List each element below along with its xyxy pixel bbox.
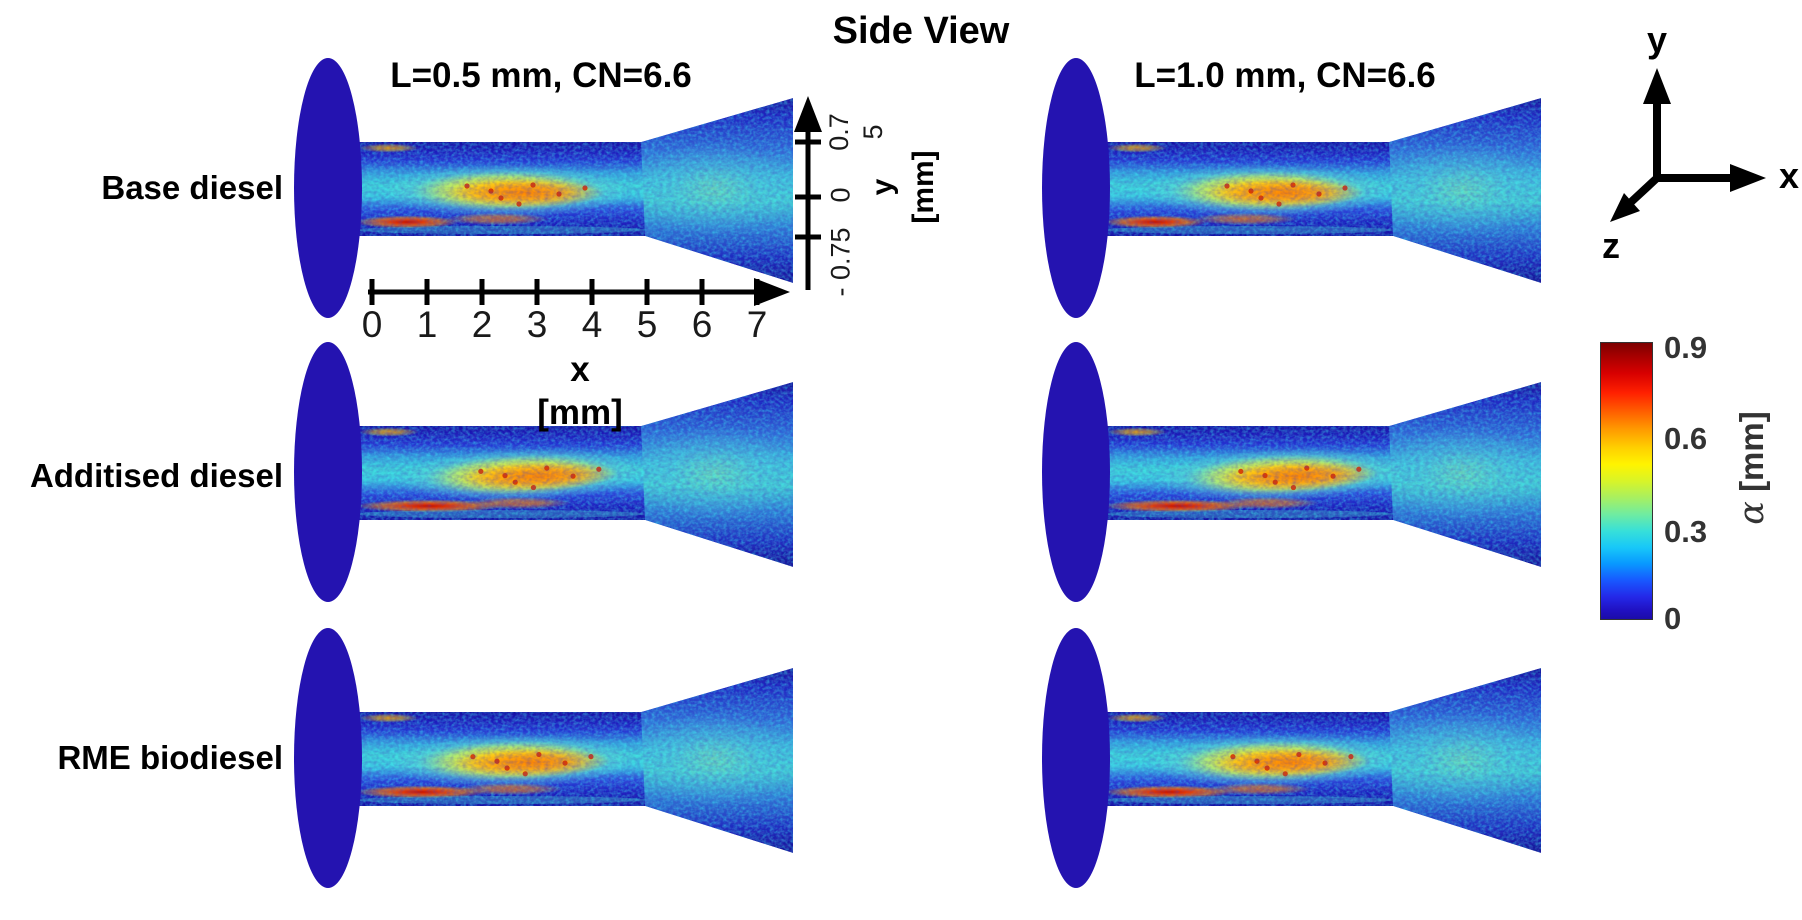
x-axis-unit: [mm] [537, 393, 623, 432]
colorbar-tick-03: 0.3 [1664, 514, 1708, 549]
triad-z-label: z [1602, 225, 1620, 266]
y-axis-tick-0: 0 [825, 187, 856, 203]
sac-ellipse [294, 628, 362, 888]
colorbar-unit: [mm] [1733, 411, 1770, 492]
colorbar [1600, 342, 1653, 620]
x-axis-ruler [368, 278, 790, 306]
y-axis-label: y [mm] [862, 150, 944, 223]
row-label-rme-biodiesel: RME biodiesel [57, 739, 283, 776]
colorbar-tick-06: 0.6 [1664, 421, 1708, 456]
sac-ellipse [1042, 628, 1110, 888]
colorbar-label: α [mm] [1732, 411, 1772, 524]
alpha-symbol: α [1732, 501, 1772, 525]
x-axis-label: x [mm] [480, 348, 680, 434]
x-axis-symbol: x [570, 350, 590, 389]
row-label-base-diesel: Base diesel [101, 169, 283, 206]
y-axis-tick-neg075: - 0.75 [825, 227, 856, 297]
y-axis-ruler [794, 96, 822, 290]
panel-base-diesel-L10 [1042, 58, 1541, 318]
colorbar-tick-09: 0.9 [1664, 330, 1708, 365]
row-label-additised-diesel: Additised diesel [29, 457, 283, 494]
column-label-right: L=1.0 mm, CN=6.6 [1134, 56, 1436, 95]
y-axis-unit: [mm] [907, 150, 940, 224]
sac-ellipse [1042, 342, 1110, 602]
triad-y-label: y [1646, 19, 1668, 60]
colorbar-tick-0: 0 [1664, 601, 1682, 636]
sac-ellipse [1042, 58, 1110, 318]
sac-ellipse [294, 342, 362, 602]
figure-title: Side View [832, 10, 1010, 52]
triad-x-label: x [1778, 155, 1800, 196]
sac-ellipse [294, 58, 362, 318]
y-axis-symbol: y [866, 178, 899, 196]
panel-additised-diesel-L10 [1042, 342, 1541, 602]
panel-rme-biodiesel-L10 [1042, 628, 1541, 888]
panel-rme-biodiesel-L05 [294, 628, 793, 888]
y-axis-tick-075: 0.7 5 [824, 113, 888, 151]
coordinate-triad [1610, 68, 1766, 222]
column-label-left: L=0.5 mm, CN=6.6 [390, 56, 692, 95]
